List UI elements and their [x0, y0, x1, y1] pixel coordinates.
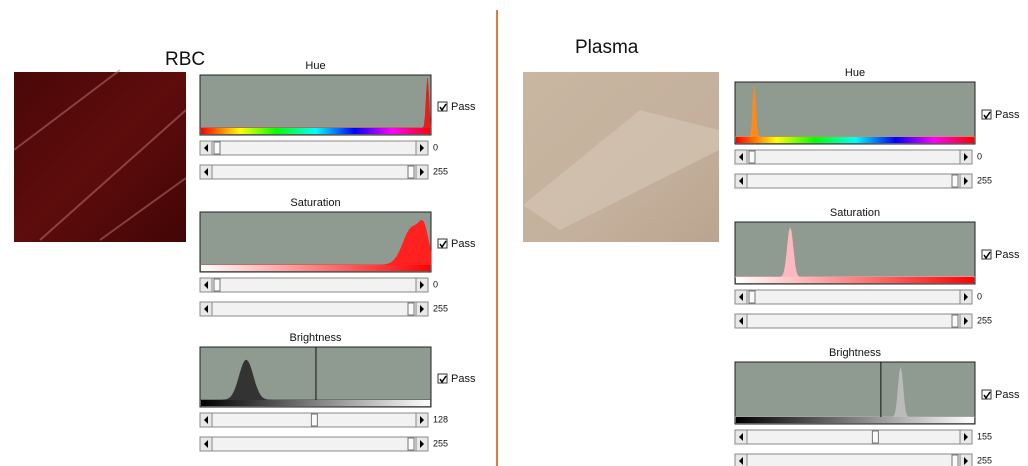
slider-track — [200, 165, 428, 179]
color-strip — [201, 128, 430, 134]
pass-checkbox[interactable]: Pass — [982, 249, 1020, 261]
slider[interactable]: 0 — [200, 278, 438, 292]
color-strip — [201, 265, 430, 271]
slider-track — [200, 437, 428, 451]
slider-track — [200, 278, 428, 292]
histogram-box — [735, 362, 975, 424]
color-strip — [736, 137, 974, 143]
slider-thumb — [408, 303, 414, 315]
slider[interactable]: 255 — [735, 174, 992, 188]
channel-label: Brightness — [290, 332, 342, 344]
histogram-box — [735, 82, 975, 144]
slider[interactable]: 255 — [735, 314, 992, 328]
slider-track — [735, 430, 972, 444]
pass-checkbox[interactable]: Pass — [982, 109, 1020, 121]
slider-value: 155 — [977, 431, 992, 441]
color-strip — [201, 400, 430, 406]
slider[interactable]: 255 — [200, 165, 448, 179]
slider[interactable]: 255 — [200, 302, 448, 316]
histogram-box — [735, 222, 975, 284]
slider-thumb — [952, 315, 958, 327]
slider[interactable]: 0 — [200, 141, 438, 155]
rbc-image — [14, 72, 186, 242]
panel-title: Plasma — [575, 37, 639, 58]
pass-checkbox[interactable]: Pass — [438, 238, 476, 250]
slider-track — [200, 302, 428, 316]
slider[interactable]: 0 — [735, 150, 982, 164]
histogram-box — [200, 75, 431, 135]
pass-checkbox[interactable]: Pass — [438, 101, 476, 113]
pass-label: Pass — [995, 249, 1020, 261]
channel-label: Brightness — [829, 347, 881, 359]
pass-checkbox[interactable]: Pass — [438, 373, 476, 385]
slider-track — [735, 314, 972, 328]
slider-thumb — [214, 142, 220, 154]
channel-label: Hue — [305, 60, 325, 72]
color-strip — [736, 277, 974, 283]
slider-value: 255 — [977, 175, 992, 185]
pass-label: Pass — [451, 373, 476, 385]
slider-value: 128 — [433, 414, 448, 424]
slider-value: 255 — [433, 303, 448, 313]
pass-checkbox[interactable]: Pass — [982, 389, 1020, 401]
slider[interactable]: 128 — [200, 413, 448, 427]
slider[interactable]: 0 — [735, 290, 982, 304]
slider-value: 255 — [433, 438, 448, 448]
slider-thumb — [952, 455, 958, 466]
slider-value: 0 — [433, 279, 438, 289]
slider-track — [735, 454, 972, 466]
channel-label: Hue — [845, 67, 865, 79]
pass-label: Pass — [995, 109, 1020, 121]
color-strip — [736, 417, 974, 423]
slider[interactable]: 255 — [735, 454, 992, 466]
slider-thumb — [872, 431, 878, 443]
slider-thumb — [749, 291, 755, 303]
slider-thumb — [408, 166, 414, 178]
slider-value: 255 — [977, 455, 992, 465]
pass-label: Pass — [451, 238, 476, 250]
slider-track — [200, 141, 428, 155]
slider-value: 0 — [977, 291, 982, 301]
slider-thumb — [749, 151, 755, 163]
slider-value: 0 — [977, 151, 982, 161]
slider-thumb — [952, 175, 958, 187]
channel-label: Saturation — [290, 197, 340, 209]
slider-track — [735, 150, 972, 164]
slider-thumb — [311, 414, 317, 426]
pass-label: Pass — [451, 101, 476, 113]
panel-title: RBC — [165, 49, 205, 70]
pass-label: Pass — [995, 389, 1020, 401]
slider-track — [735, 174, 972, 188]
channel-label: Saturation — [830, 207, 880, 219]
slider-value: 255 — [977, 315, 992, 325]
screenshot: RBC Hue Pass 0 255 Saturation Pass 0 255 Brightne… — [0, 0, 1028, 466]
slider[interactable]: 255 — [200, 437, 448, 451]
slider-value: 0 — [433, 142, 438, 152]
slider[interactable]: 155 — [735, 430, 992, 444]
slider-thumb — [214, 279, 220, 291]
slider-track — [735, 290, 972, 304]
slider-value: 255 — [433, 166, 448, 176]
slider-thumb — [408, 438, 414, 450]
